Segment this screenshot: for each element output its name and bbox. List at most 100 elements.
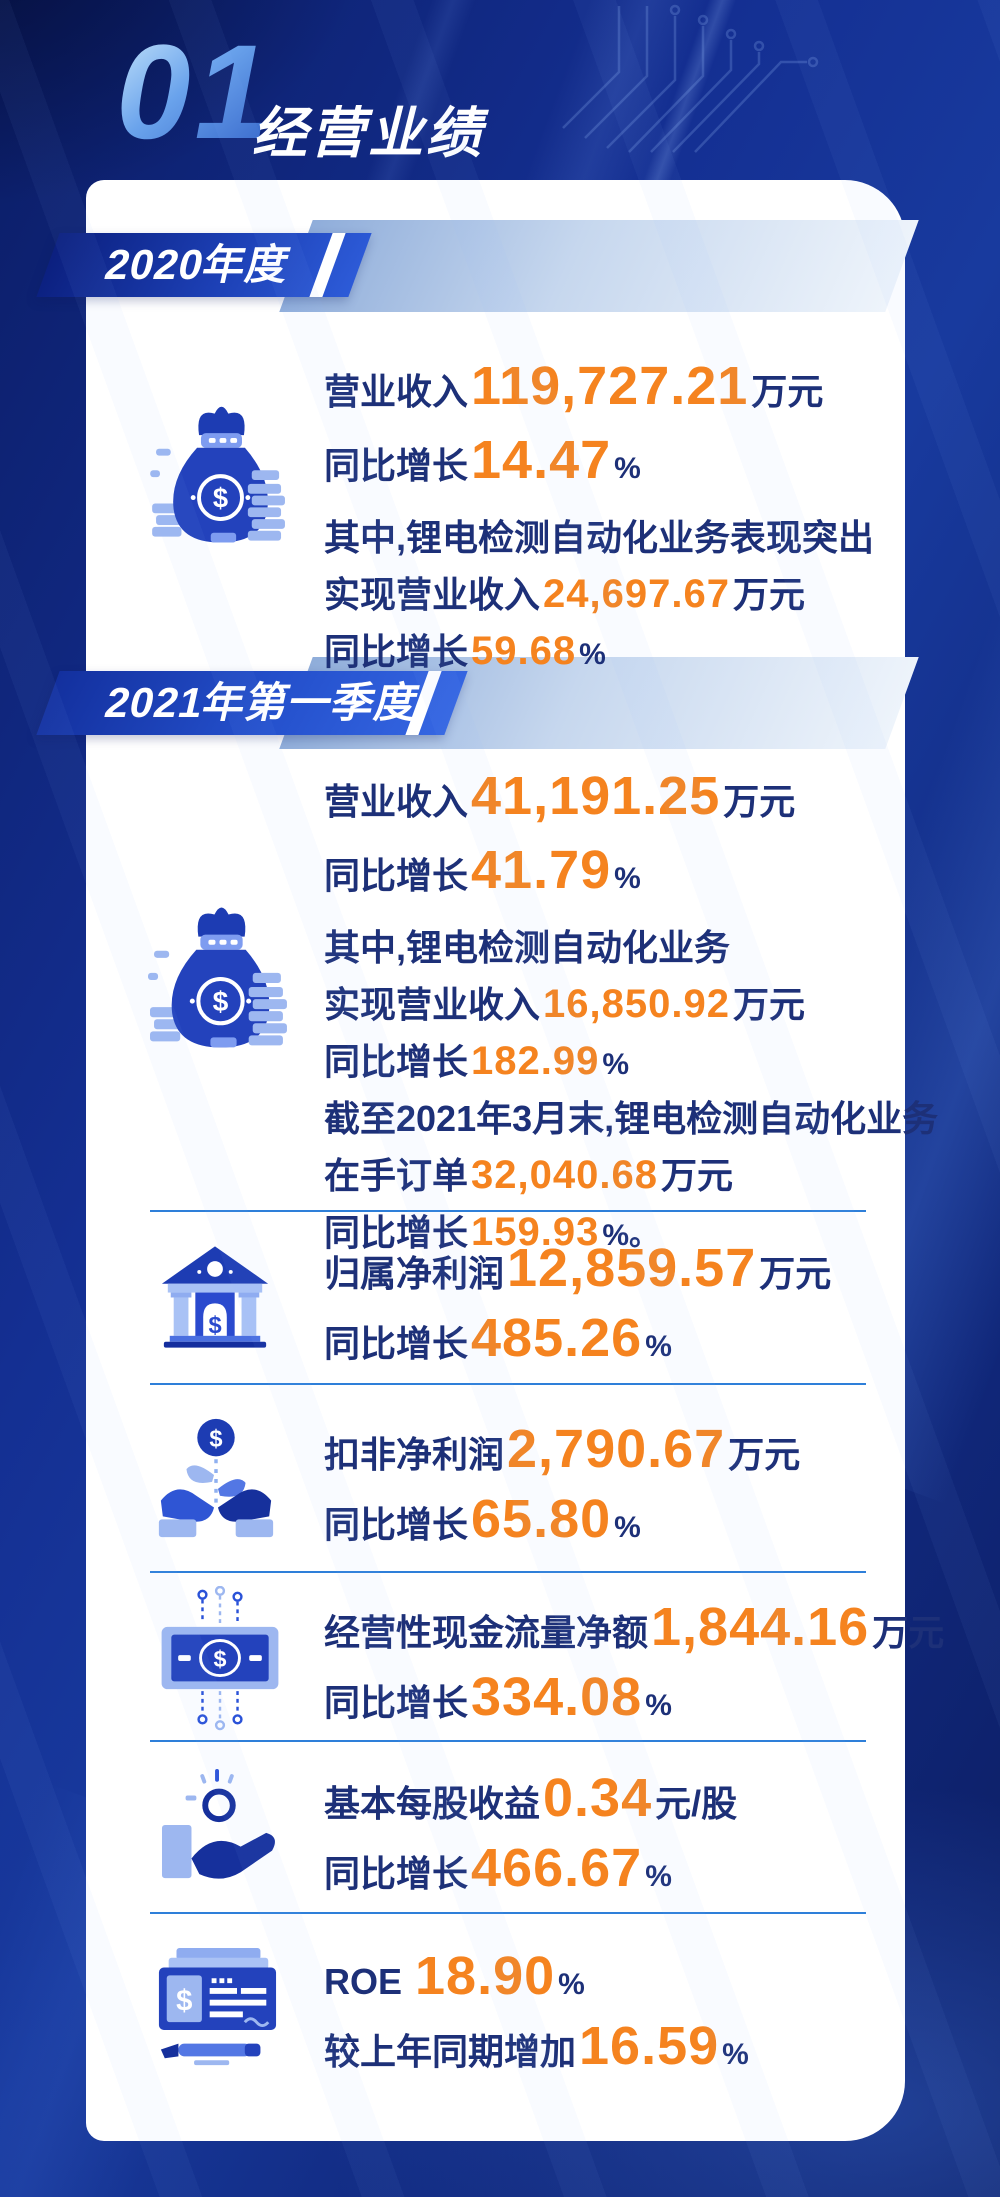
stat-value: 41,191.25 [471,766,721,826]
stat-value: 14.47 [471,430,612,490]
stat-label: 同比增长 [324,445,469,486]
stat-label: 基本每股收益 [324,1783,541,1824]
stat-value: 466.67 [471,1838,643,1898]
stat-unit: %。 [602,1219,660,1252]
banner-2020-backdrop [279,220,919,312]
stat-line: 同比增长182.99% [324,1037,938,1094]
stat-label: ROE [324,1961,413,2002]
metric-block: 归属净利润12,859.57万元 同比增长485.26% [324,1240,831,1380]
stat-line: 基本每股收益0.34元/股 [324,1770,737,1840]
money-bag-icon: $ [148,896,294,1072]
page-title: 经营业绩 [252,102,485,164]
stat-unit: % [558,1968,585,2001]
stat-unit: 元/股 [655,1783,738,1824]
svg-text:$: $ [213,985,229,1017]
stat-label: 实现营业收入 [324,984,541,1025]
stat-value: 16,850.92 [543,982,730,1026]
stat-line: 其中,锂电检测自动化业务表现突出 [324,513,874,570]
stat-label: 在手订单 [324,1155,469,1196]
stat-unit: % [614,452,641,485]
banner-2020-label: 2020年度 [100,241,295,288]
metric-block: 扣非净利润2,790.67万元 同比增长65.80% [324,1421,800,1561]
metric-block: 基本每股收益0.34元/股 同比增长466.67% [324,1770,737,1910]
stat-label: 同比增长 [324,1853,469,1894]
stat-line: 截至2021年3月末,锂电检测自动化业务 [324,1094,938,1151]
stat-label: 其中,锂电检测自动化业务表现突出 [324,517,875,558]
stat-line: 同比增长41.79% [324,840,938,914]
svg-text:$: $ [214,1646,227,1672]
stat-line: 在手订单32,040.68万元 [324,1151,938,1208]
section-divider [150,1383,866,1385]
stat-line: ROE 18.90% [324,1948,749,2018]
stat-value: 32,040.68 [471,1153,658,1197]
stat-unit: % [722,2038,749,2071]
stat-line: 同比增长14.47% [324,430,874,504]
stat-unit: 万元 [751,371,824,412]
stat-value: 1,844.16 [651,1597,870,1657]
stat-unit: % [645,1860,672,1893]
stat-value: 182.99 [471,1039,600,1083]
stat-label: 截至2021年3月末,锂电检测自动化业务 [324,1098,939,1139]
stat-unit: % [614,1511,641,1544]
stat-value: 2,790.67 [507,1419,726,1479]
stat-line: 同比增长485.26% [324,1310,831,1380]
banner-2020: 2020年度 [36,233,372,297]
stat-line: 营业收入41,191.25万元 [324,766,938,840]
stat-unit: % [579,638,606,671]
section-divider [150,1571,866,1573]
svg-text:$: $ [209,1426,222,1452]
stat-value: 0.34 [543,1768,653,1828]
section-divider [150,1210,866,1212]
section-number: 01 [116,18,274,167]
stat-unit: % [645,1689,672,1722]
cheque-pen-icon: $ [150,1948,284,2070]
stat-label: 实现营业收入 [324,574,541,615]
svg-text:$: $ [213,482,228,513]
stat-value: 334.08 [471,1667,643,1727]
stat-unit: 万元 [723,781,796,822]
stat-line: 营业收入119,727.21万元 [324,356,874,430]
svg-text:$: $ [176,1984,192,2017]
stat-unit: 万元 [732,984,805,1025]
stat-line: 较上年同期增加16.59% [324,2018,749,2088]
stat-line: 同比增长59.68% [324,627,874,684]
stat-value: 159.93 [471,1210,600,1254]
stat-label: 较上年同期增加 [324,2031,577,2072]
stat-label: 同比增长 [324,631,469,672]
hand-coin-icon [156,1768,282,1884]
money-bag-icon: $ [150,398,292,564]
circuit-pattern-icon [562,4,819,153]
stat-label: 同比增长 [324,1212,469,1253]
stat-value: 12,859.57 [507,1238,757,1298]
stat-value: 65.80 [471,1489,612,1549]
stat-label: 营业收入 [324,371,469,412]
stats-2021: 营业收入41,191.25万元 同比增长41.79% 其中,锂电检测自动化业务 … [324,766,938,1265]
stat-label: 同比增长 [324,1504,469,1545]
stat-value: 18.90 [415,1946,556,2006]
stat-line: 经营性现金流量净额1,844.16万元 [324,1599,944,1669]
hands-sprout-coin-icon: $ [150,1412,282,1542]
svg-text:$: $ [208,1313,221,1339]
stat-label: 同比增长 [324,855,469,896]
stat-line: 同比增长159.93%。 [324,1208,938,1265]
stat-line: 同比增长466.67% [324,1840,737,1910]
stat-unit: 万元 [872,1612,945,1653]
metric-block: ROE 18.90% 较上年同期增加16.59% [324,1948,749,2088]
stat-unit: % [602,1048,630,1081]
stat-unit: % [645,1330,672,1363]
stat-label: 同比增长 [324,1682,469,1723]
stat-unit: 万元 [759,1253,832,1294]
stat-label: 经营性现金流量净额 [324,1612,649,1653]
section-divider [150,1740,866,1742]
stat-line: 同比增长334.08% [324,1669,944,1739]
stat-value: 59.68 [471,629,577,673]
stat-line: 扣非净利润2,790.67万元 [324,1421,800,1491]
stat-value: 485.26 [471,1308,643,1368]
stat-value: 16.59 [579,2016,720,2076]
bank-icon: $ [156,1244,274,1348]
stat-label: 其中,锂电检测自动化业务 [324,927,731,968]
stat-unit: % [614,862,641,895]
stat-label: 同比增长 [324,1323,469,1364]
stat-value: 119,727.21 [471,356,749,416]
